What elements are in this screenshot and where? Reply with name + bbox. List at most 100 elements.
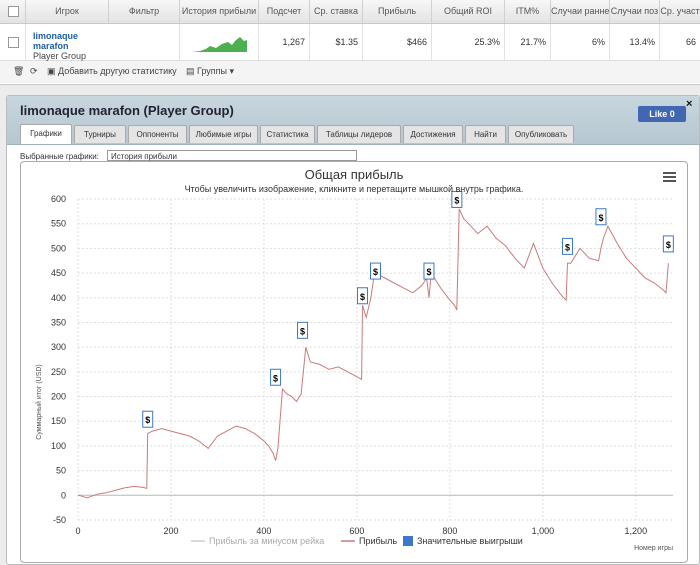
x-tick-label: 800 [442,526,457,536]
y-tick-label: -50 [53,515,66,525]
chart-subtitle: Чтобы увеличить изображение, кликните и … [185,184,524,194]
y-axis-label: Суммарный итог (USD) [35,364,43,440]
big-win-marker[interactable]: $ [662,235,674,253]
profit-sparkline [192,37,247,52]
col-header-filter[interactable]: Фильтр [109,0,180,23]
legend-label: Прибыль за минусом рейка [209,536,324,546]
tab-find[interactable]: Найти [465,125,506,143]
svg-text:$: $ [426,267,431,277]
col-header-player[interactable]: Игрок [26,0,109,23]
legend-item[interactable]: Прибыль [341,536,397,546]
big-win-marker[interactable]: $ [142,410,154,428]
tab-publish[interactable]: Опубликовать [508,125,574,143]
col-header-count[interactable]: Подсчет [259,0,310,23]
col-header-profit-history[interactable]: История прибыли [180,0,259,23]
profit-history-cell [180,24,259,60]
itm-cell: 21.7% [505,24,551,60]
trash-icon[interactable]: 🗑 [13,66,25,76]
big-win-marker[interactable]: $ [561,237,573,255]
avg-stake-cell: $1.35 [310,24,363,60]
x-tick-label: 1,000 [532,526,555,536]
big-win-marker[interactable]: $ [270,368,282,386]
y-tick-label: 0 [61,490,66,500]
big-win-marker[interactable]: $ [370,262,381,280]
svg-text:$: $ [360,292,365,302]
x-axis-label: Номер игры [634,545,673,552]
row-select-cell [0,24,26,60]
chart-canvas[interactable]: -50 0 50 100 150 200 250 300 350 400 450 500 550 600 0… [21,162,687,562]
panel-header: limonaque marafon (Player Group) Like 0 … [7,96,699,145]
tab-leaderboards[interactable]: Таблицы лидеров [317,125,401,143]
profit-chart[interactable]: -50 0 50 100 150 200 250 300 350 400 450 500 550 600 0… [20,161,688,563]
tab-opponents[interactable]: Оппоненты [128,125,187,143]
profit-cell: $466 [363,24,432,60]
stats-table: Игрок Фильтр История прибыли Подсчет Ср.… [0,0,700,85]
player-name-line2: marafon [33,41,69,51]
panel-title: limonaque marafon (Player Group) [20,103,234,118]
early-cell: 6% [551,24,610,60]
y-tick-label: 200 [51,392,66,402]
col-header-early[interactable]: Случаи ранне [551,0,610,23]
select-all-checkbox[interactable] [8,6,19,17]
chart-title: Общая прибыль [305,167,404,182]
tab-tournaments[interactable]: Турниры [74,125,126,143]
row-checkbox[interactable] [8,37,19,48]
refresh-icon[interactable]: ⟳ [30,66,38,76]
y-tick-label: 150 [51,416,66,426]
big-win-marker[interactable]: $ [297,321,309,339]
player-group: Player Group [33,51,87,61]
col-header-roi[interactable]: Общий ROI [432,0,505,23]
groups-dropdown[interactable]: ▤ Группы ▾ [186,66,235,76]
table-row[interactable]: 1,267 $1.35 $466 25.3% 21.7% 6% 13.4% 66 [0,24,700,61]
y-tick-label: 100 [51,441,66,451]
y-tick-label: 250 [51,367,66,377]
player-panel: limonaque marafon (Player Group) Like 0 … [6,95,700,565]
y-tick-label: 50 [56,466,66,476]
legend-item[interactable]: Прибыль за минусом рейка [191,536,324,546]
svg-text:$: $ [373,267,378,277]
svg-text:$: $ [145,415,150,425]
big-win-marker[interactable]: $ [356,287,368,305]
table-header: Игрок Фильтр История прибыли Подсчет Ср.… [0,0,700,24]
y-tick-label: 500 [51,243,66,253]
tab-charts[interactable]: Графики [20,124,72,144]
groups-label: Группы [197,66,228,76]
big-win-marker[interactable]: $ [595,208,607,226]
x-tick-label: 200 [163,526,178,536]
selected-charts-label: Выбранные графики: [20,152,99,161]
add-stat-label: Добавить другую статистику [58,66,177,76]
count-cell: 1,267 [259,24,310,60]
table-toolbar: 🗑 ⟳ ▣ Добавить другую статистику ▤ Групп… [0,61,700,83]
svg-text:$: $ [273,373,278,383]
tab-favorite-games[interactable]: Любимые игры [189,125,258,143]
y-tick-label: 350 [51,317,66,327]
x-tick-label: 0 [75,526,80,536]
big-win-marker[interactable]: $ [423,262,435,280]
menu-icon[interactable] [663,172,676,182]
player-name-link[interactable]: limonaque marafon [33,31,86,51]
facebook-like-button[interactable]: Like 0 [638,106,686,122]
selected-charts-value: История прибыли [111,152,177,161]
x-tick-label: 600 [349,526,364,536]
y-tick-label: 600 [51,194,66,204]
big-win-marker[interactable]: $ [451,190,463,208]
add-stat-button[interactable]: ▣ Добавить другую статистику [47,66,177,76]
roi-cell: 25.3% [432,24,505,60]
close-icon[interactable]: × [686,98,693,110]
col-header-avg-stake[interactable]: Ср. ставка [310,0,363,23]
tab-achievements[interactable]: Достижения [403,125,463,143]
selected-charts-select[interactable]: История прибыли [107,150,458,216]
y-tick-label: 550 [51,219,66,229]
col-header-avg-field[interactable]: Ср. участ [660,6,700,16]
col-header-late[interactable]: Случаи поз [610,0,660,23]
col-header-itm[interactable]: ITM% [505,0,551,23]
filter-cell [109,24,180,60]
x-tick-label: 400 [256,526,271,536]
tab-statistics[interactable]: Статистика [260,125,315,143]
legend-item[interactable]: Значительные выигрыши [403,536,523,546]
avg-field-cell: 66 [685,37,696,47]
col-header-profit[interactable]: Прибыль [363,0,432,23]
legend-label: Значительные выигрыши [417,536,523,546]
y-tick-label: 450 [51,268,66,278]
chart-legend: Прибыль за минусом рейка Прибыль Значитель… [191,536,523,546]
